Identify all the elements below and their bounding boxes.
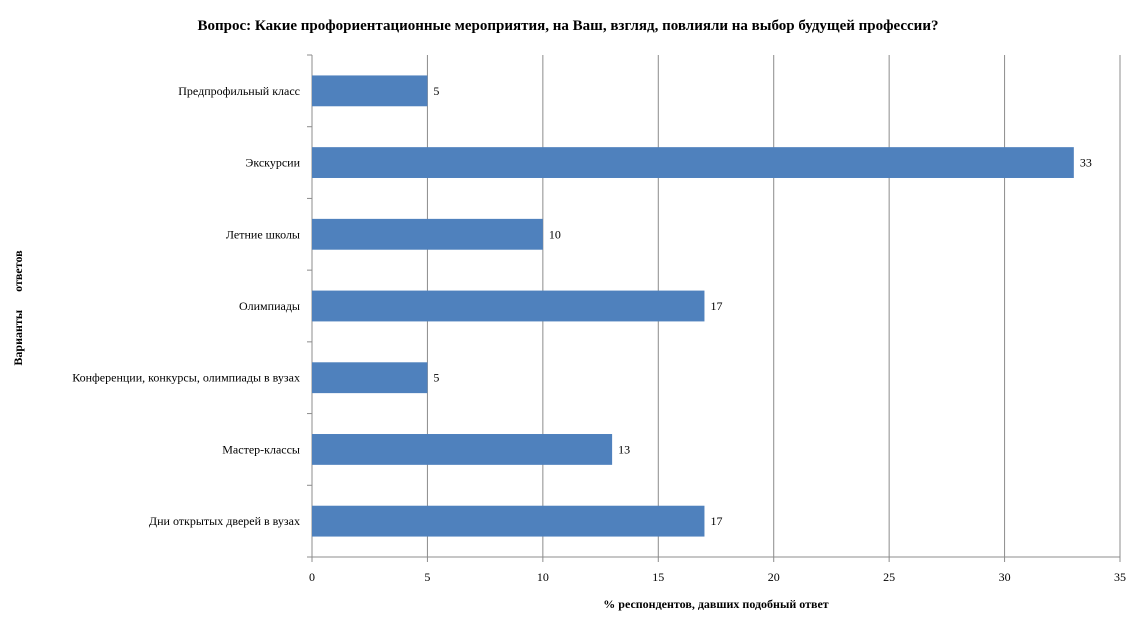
bar <box>312 290 705 322</box>
category-label: Конференции, конкурсы, олимпиады в вузах <box>72 371 300 385</box>
data-label: 17 <box>710 299 722 313</box>
x-tick-label: 15 <box>652 570 664 584</box>
x-tick-label: 20 <box>768 570 780 584</box>
bars: 5 33 10 17 5 13 17 <box>312 75 1092 537</box>
data-label: 5 <box>433 371 439 385</box>
data-label: 13 <box>618 442 630 456</box>
x-axis-label: % респондентов, давших подобный ответ <box>603 597 829 611</box>
category-label: Летние школы <box>226 227 300 241</box>
category-label: Предпрофильный класс <box>178 84 300 98</box>
category-label: Экскурсии <box>245 156 300 170</box>
bar <box>312 218 543 250</box>
category-label: Мастер-классы <box>222 442 300 456</box>
x-tick-label: 25 <box>883 570 895 584</box>
chart-title: Вопрос: Какие профориентационные меропри… <box>198 18 939 34</box>
data-label: 17 <box>710 514 722 528</box>
data-label: 5 <box>433 84 439 98</box>
bar <box>312 147 1074 178</box>
x-tick-label: 10 <box>537 570 549 584</box>
x-tick-label: 35 <box>1114 570 1126 584</box>
bar <box>312 362 428 394</box>
data-label: 10 <box>549 227 561 241</box>
x-tick-label: 30 <box>999 570 1011 584</box>
x-tick-labels: 0 5 10 15 20 25 30 35 <box>309 570 1126 584</box>
x-tick-label: 5 <box>424 570 430 584</box>
category-labels: Предпрофильный класс Экскурсии Летние школ… <box>72 84 300 528</box>
bar <box>312 434 613 465</box>
category-label: Дни открытых дверей в вузах <box>149 514 300 528</box>
y-axis-label: Варианты ответов <box>11 250 25 366</box>
x-tick-label: 0 <box>309 570 315 584</box>
bar <box>312 75 428 107</box>
category-label: Олимпиады <box>239 299 300 313</box>
bar <box>312 505 705 537</box>
data-label: 33 <box>1080 156 1092 170</box>
